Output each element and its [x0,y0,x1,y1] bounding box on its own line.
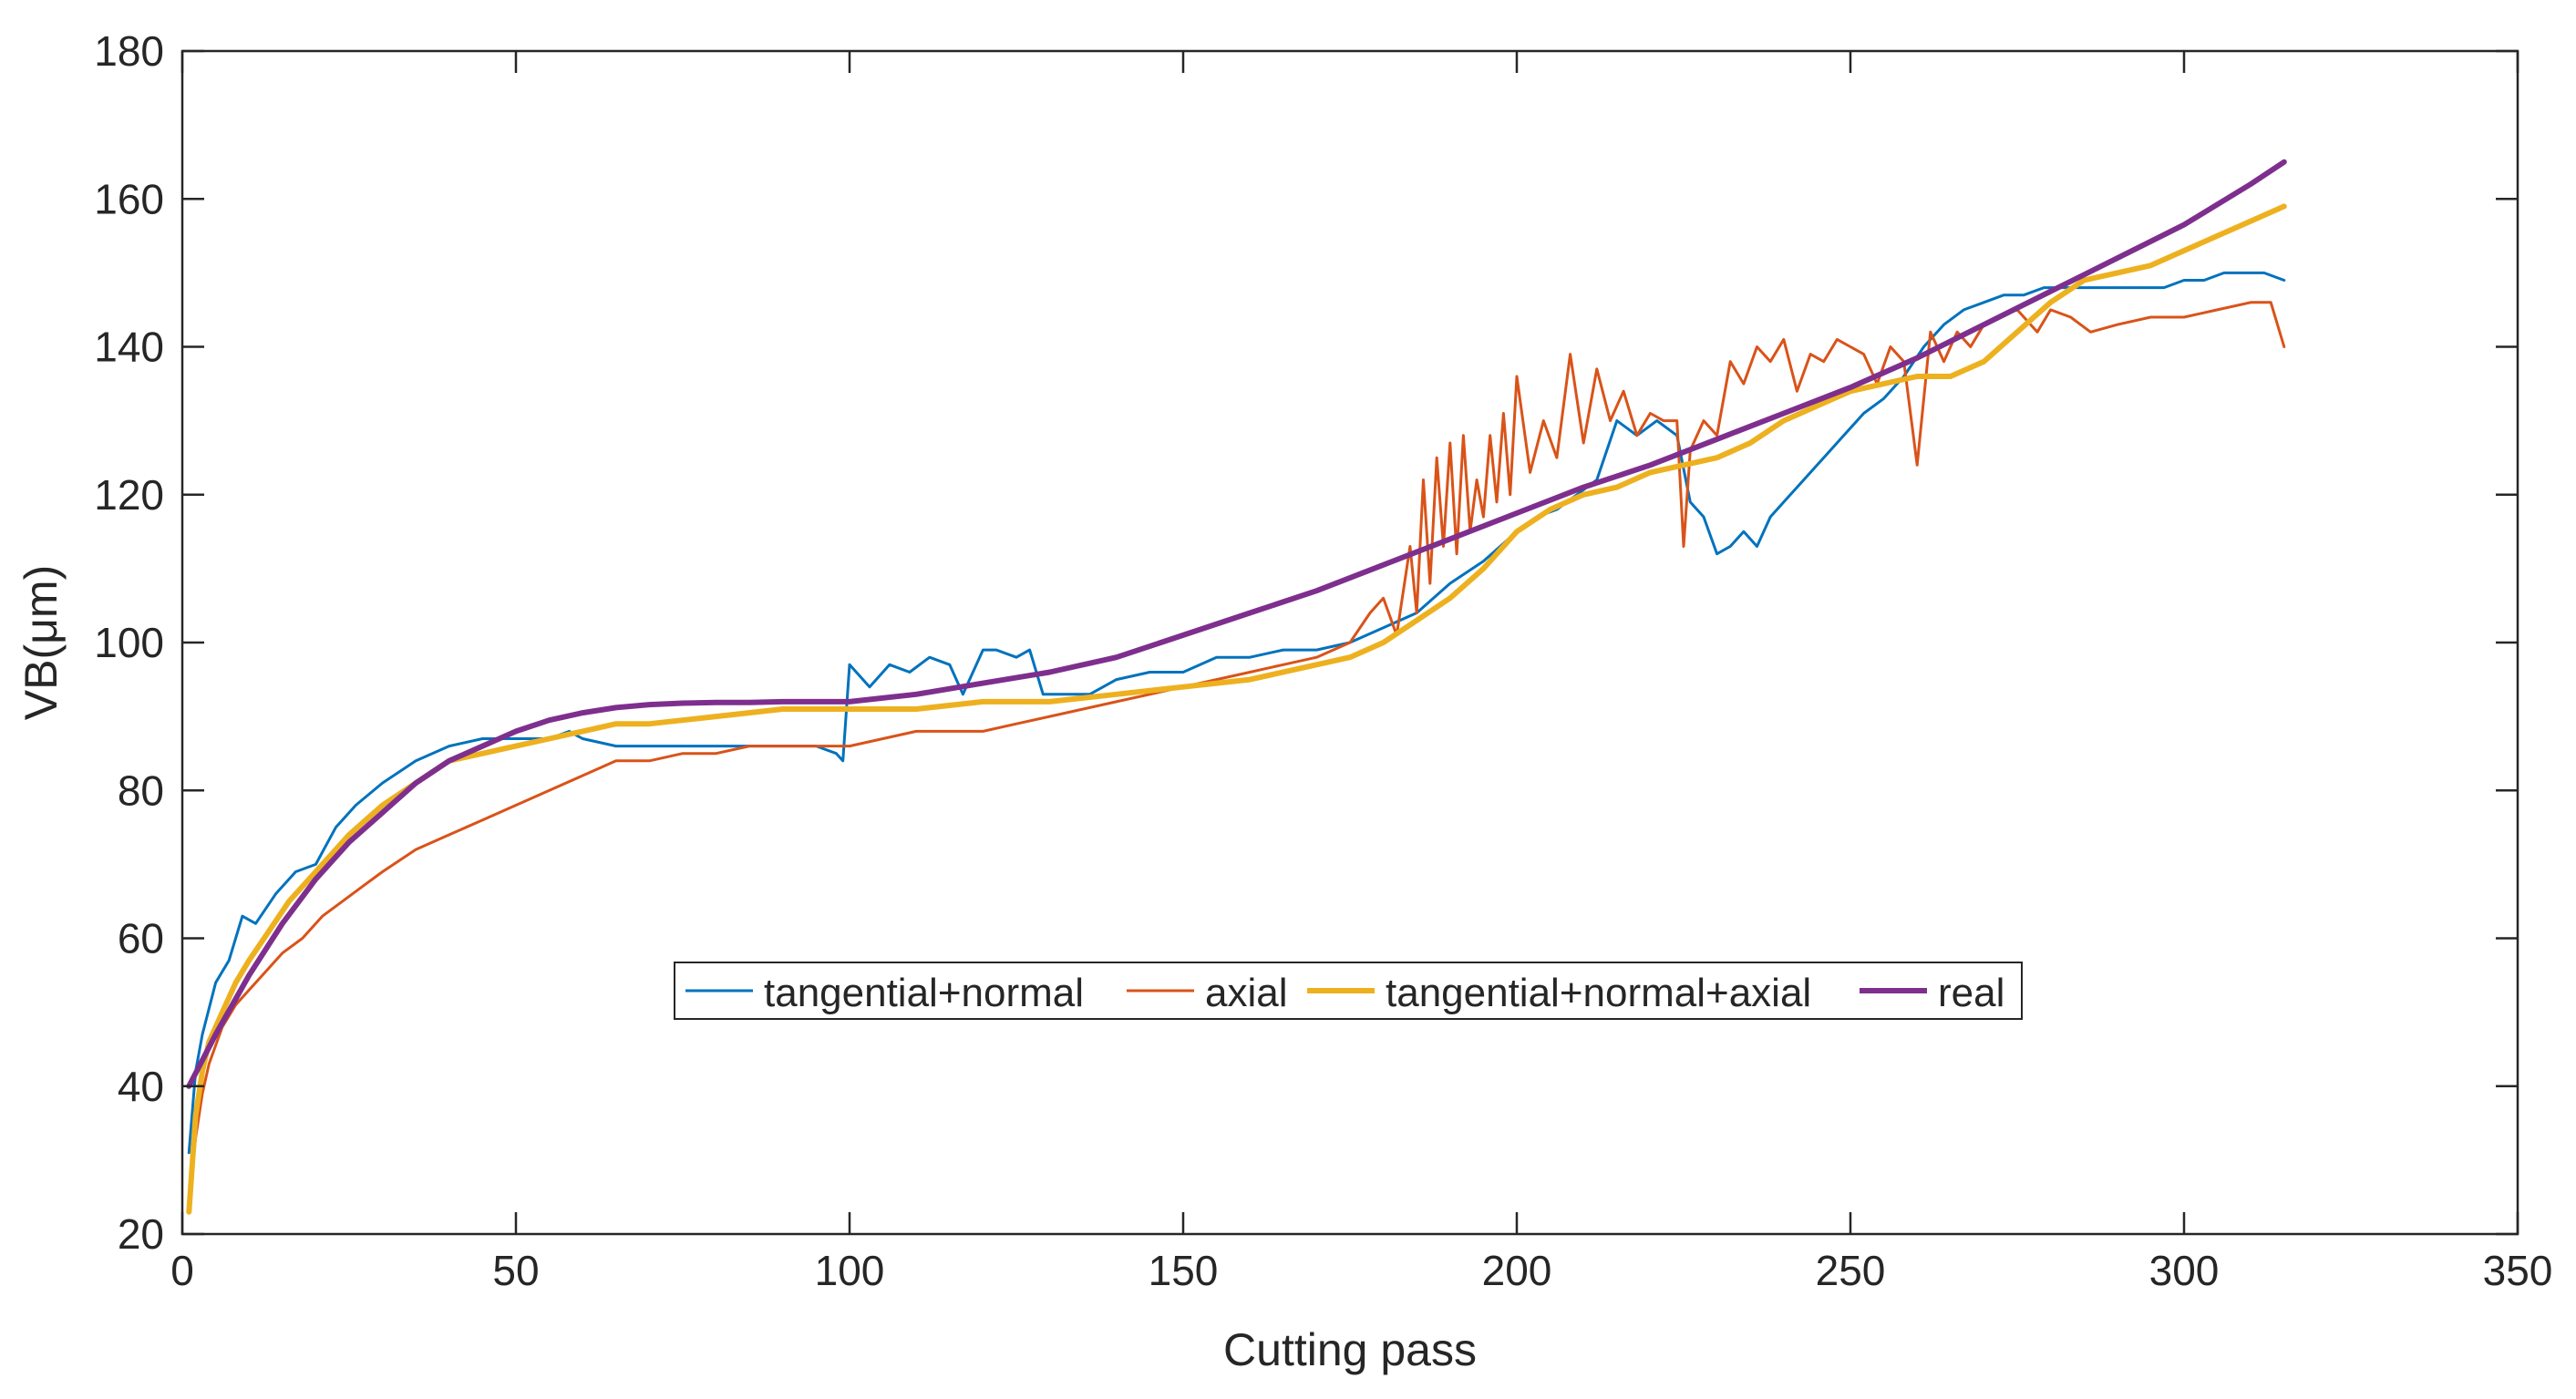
x-tick-label: 250 [1816,1247,1886,1294]
x-tick-label: 150 [1149,1247,1219,1294]
x-tick-label: 200 [1482,1247,1552,1294]
y-tick-label: 60 [118,915,164,962]
series-line-tangential-normal-axial [186,203,2287,1215]
legend-label-real: real [1938,971,2004,1015]
x-tick-label: 50 [492,1247,539,1294]
y-tick-label: 80 [118,766,164,814]
y-tick-label: 120 [94,471,164,519]
y-tick-label: 40 [118,1063,164,1110]
y-axis-label: VB(μm) [15,565,67,720]
y-axis-ticks: 20 40 60 80 100 120 140 160 180 [94,27,2518,1258]
legend-label-tangential-normal: tangential+normal [764,971,1084,1015]
x-tick-label: 350 [2483,1247,2553,1294]
y-tick-label: 180 [94,27,164,75]
x-tick-label: 100 [815,1247,885,1294]
series-line-real [186,159,2287,1089]
legend-label-axial: axial [1205,971,1288,1015]
x-axis-ticks: 0 50 100 150 200 250 300 350 [170,51,2552,1294]
series-layer [186,159,2287,1215]
legend: tangential+normal axial tangential+norma… [674,962,2023,1020]
series-line-tangential-normal [187,271,2286,1155]
x-tick-label: 0 [170,1247,194,1294]
y-tick-label: 160 [94,175,164,222]
series-line-axial [187,301,2286,1206]
y-tick-label: 100 [94,619,164,666]
y-tick-label: 20 [118,1210,164,1258]
x-tick-label: 300 [2149,1247,2220,1294]
legend-label-tangential-normal-axial: tangential+normal+axial [1386,971,1811,1015]
x-axis-label: Cutting pass [1223,1324,1477,1375]
y-tick-label: 140 [94,324,164,371]
